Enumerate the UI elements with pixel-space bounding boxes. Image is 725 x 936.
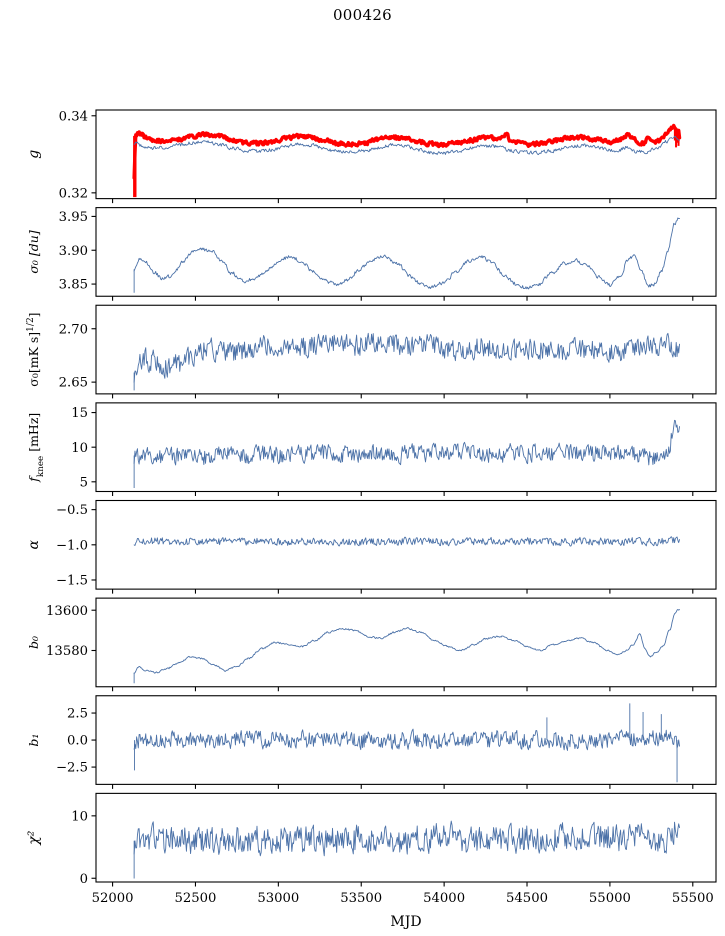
y-axis-label: χ²: [26, 830, 42, 845]
panel-data-group: [133, 217, 680, 293]
y-tick-label: 10: [71, 441, 88, 456]
y-tick-label: 2.65: [59, 376, 88, 391]
y-tick-label: 2.70: [59, 322, 88, 337]
y-tick-label: −1.0: [56, 538, 88, 553]
figure-title: 000426: [332, 6, 393, 24]
y-tick-label: 0.32: [59, 186, 88, 201]
data-line-sigma0-mks: [133, 332, 680, 383]
y-axis-label: σ₀[mK s]1/2]: [26, 312, 41, 386]
y-tick-label: 0.34: [59, 109, 88, 124]
panel-data-group: [133, 820, 680, 879]
y-tick-label: −1.5: [56, 574, 88, 589]
panel-frame: [95, 597, 717, 688]
y-tick-label: 10: [71, 809, 88, 824]
x-axis-label: MJD: [390, 914, 421, 930]
x-tick-label: 55500: [672, 891, 714, 906]
panel-du-1: 3.85 3.90 3.95 σ₀ [du]: [26, 207, 717, 301]
y-tick-label: 5: [80, 475, 88, 490]
panel--7: 0 10 52000 52500 53000 53500 54000 54500 55000 55…: [26, 792, 717, 906]
x-tick-label: 53500: [340, 891, 382, 906]
panel-data-group: [132, 123, 682, 198]
panel-frame: [95, 109, 717, 200]
y-axis-label: b₀: [26, 636, 41, 649]
x-tick-label: 55000: [589, 891, 631, 906]
x-tick-label: 53000: [257, 891, 299, 906]
x-tick-label: 54500: [506, 891, 548, 906]
y-tick-label: −0.5: [56, 503, 88, 518]
y-tick-label: 3.90: [59, 244, 88, 259]
panel-data-group: [133, 703, 680, 783]
data-line-alpha: [133, 536, 680, 547]
panel-mKs12-2: 2.65 2.70 σ₀[mK s]1/2]: [26, 304, 717, 399]
y-tick-label: 15: [71, 406, 88, 421]
y-tick-label: 13600: [46, 604, 88, 619]
x-tick-label: 52000: [92, 891, 134, 906]
y-axis-label: α: [26, 540, 42, 550]
data-line-g-smoothed: [132, 123, 682, 180]
panel-data-group: [133, 419, 680, 488]
x-tick-label: 52500: [174, 891, 216, 906]
y-tick-label: 13580: [46, 644, 88, 659]
y-axis-label: fknee [mHz]: [26, 413, 46, 483]
panel-data-group: [133, 536, 680, 547]
data-line-b0: [133, 609, 680, 674]
panel-frame: [95, 499, 717, 590]
y-tick-label: 0: [80, 872, 88, 887]
data-line-f-knee: [133, 419, 680, 466]
data-line-chi-squared: [133, 820, 680, 857]
panel-data-group: [133, 609, 680, 684]
y-tick-label: 3.95: [59, 210, 88, 225]
panel-data-group: [133, 332, 680, 391]
panel-frame: [95, 207, 717, 297]
data-line-g-raw: [133, 135, 680, 156]
y-tick-label: 0.0: [67, 734, 88, 749]
y-axis-label: g: [26, 150, 42, 159]
data-line-sigma0-du: [133, 217, 680, 290]
panel-b-6: −2.5 0.0 2.5 b₁: [26, 695, 717, 789]
y-axis-label: σ₀ [du]: [26, 230, 41, 273]
panel-fkneemHz-3: 5 10 15 fknee [mHz]: [26, 402, 717, 496]
y-tick-label: −2.5: [56, 761, 88, 776]
x-tick-label: 54000: [423, 891, 465, 906]
panel-g-0: 0.32 0.34 g: [26, 109, 717, 204]
panel-frame: [95, 402, 717, 493]
y-tick-label: 3.85: [59, 278, 88, 293]
data-line-b1: [133, 728, 680, 751]
y-axis-label: b₁: [26, 734, 41, 747]
panel--4: −1.5 −1.0 −0.5 α: [26, 499, 717, 594]
y-tick-label: 2.5: [67, 707, 88, 722]
panel-b-5: 13580 13600 b₀: [26, 597, 717, 692]
